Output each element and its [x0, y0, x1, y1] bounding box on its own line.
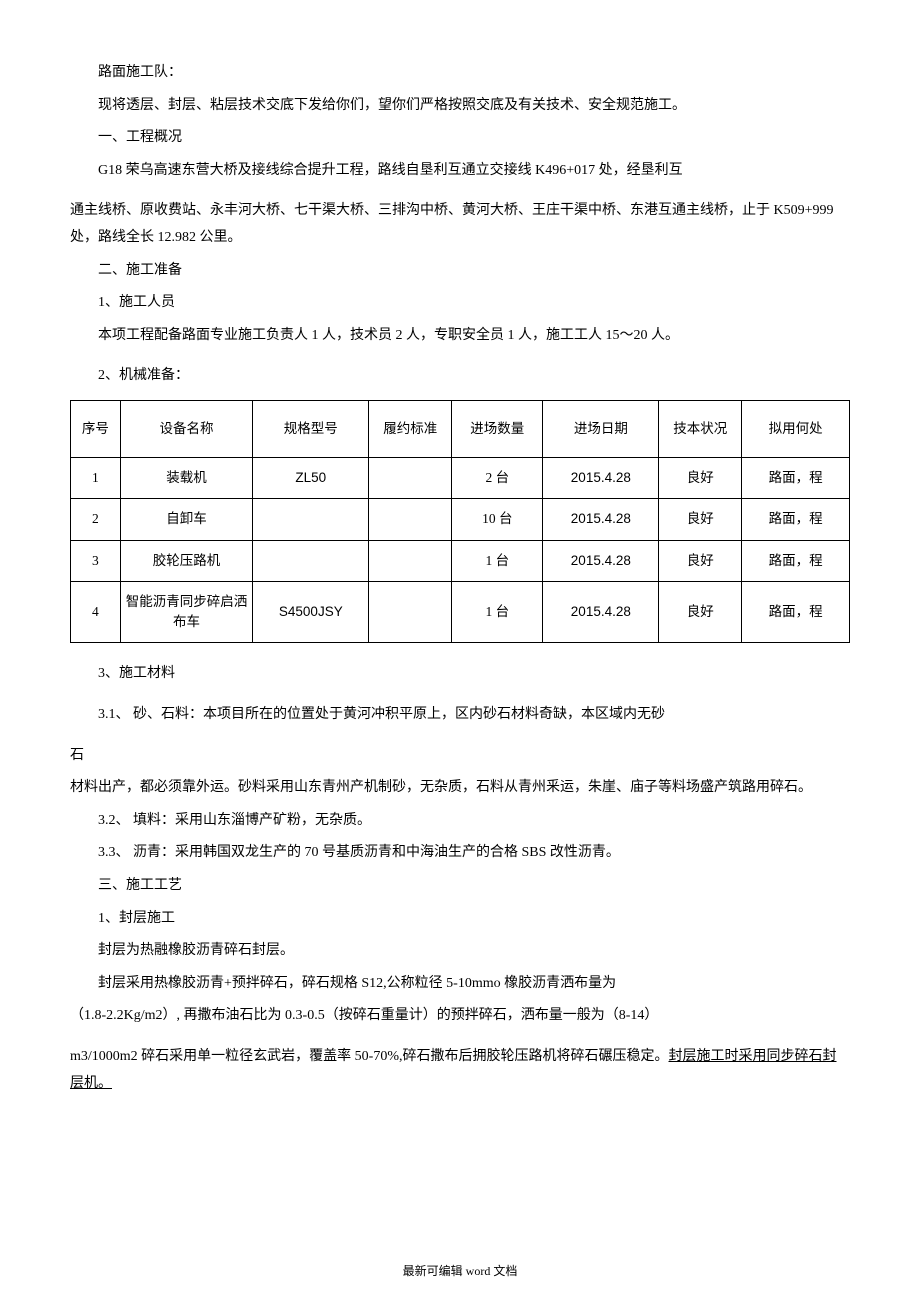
h-prep: 二、施工准备 — [70, 258, 850, 285]
p-mat-2: 3.1、 砂、石料：本项目所在的位置处于黄河冲积平原上，区内砂石材料奇缺，本区域… — [70, 702, 850, 729]
td-spec: S4500JSY — [253, 581, 369, 643]
p-tech-3: 封层采用热橡胶沥青+预拌碎石，碎石规格 S12,公称粒径 5-10mmo 橡胶沥… — [70, 971, 850, 998]
th-cond: 技本状况 — [659, 400, 742, 457]
td-qty: 2 台 — [452, 458, 543, 499]
td-std — [369, 540, 452, 581]
td-name: 装载机 — [120, 458, 253, 499]
td-date: 2015.4.28 — [543, 581, 659, 643]
table-row: 3 胶轮压路机 1 台 2015.4.28 良好 路面，程 — [71, 540, 850, 581]
td-spec — [253, 499, 369, 540]
td-cond: 良好 — [659, 540, 742, 581]
p-mat-5: 3.2、 填料：采用山东淄博产矿粉，无杂质。 — [70, 808, 850, 835]
td-cond: 良好 — [659, 581, 742, 643]
p-tech-5a: m3/1000m2 碎石采用单一粒径玄武岩，覆盖率 50-70%,碎石撒布后拥胶… — [70, 1049, 669, 1064]
p-tech-5: m3/1000m2 碎石采用单一粒径玄武岩，覆盖率 50-70%,碎石撒布后拥胶… — [70, 1044, 850, 1097]
td-qty: 1 台 — [452, 540, 543, 581]
td-name: 胶轮压路机 — [120, 540, 253, 581]
td-date: 2015.4.28 — [543, 540, 659, 581]
td-std — [369, 499, 452, 540]
th-date: 进场日期 — [543, 400, 659, 457]
p-prep-2: 本项工程配备路面专业施工负责人 1 人，技术员 2 人，专职安全员 1 人，施工… — [70, 323, 850, 350]
p-overview-1: G18 荣乌高速东营大桥及接线综合提升工程，路线自垦利互通立交接线 K496+0… — [70, 158, 850, 185]
td-std — [369, 458, 452, 499]
td-use: 路面，程 — [742, 499, 850, 540]
p-mat-1: 3、施工材料 — [70, 661, 850, 688]
table-row: 1 装载机 ZL50 2 台 2015.4.28 良好 路面，程 — [71, 458, 850, 499]
p-intro-2: 现将透层、封层、粘层技术交底下发给你们，望你们严格按照交底及有关技术、安全规范施… — [70, 93, 850, 120]
th-std: 履约标准 — [369, 400, 452, 457]
th-seq: 序号 — [71, 400, 121, 457]
equipment-table: 序号 设备名称 规格型号 履约标准 进场数量 进场日期 技本状况 拟用何处 1 … — [70, 400, 850, 644]
td-use: 路面，程 — [742, 540, 850, 581]
p-tech-2: 封层为热融橡胶沥青碎石封层。 — [70, 938, 850, 965]
td-cond: 良好 — [659, 499, 742, 540]
th-spec: 规格型号 — [253, 400, 369, 457]
th-use: 拟用何处 — [742, 400, 850, 457]
h-tech: 三、施工工艺 — [70, 873, 850, 900]
p-overview-2: 通主线桥、原收费站、永丰河大桥、七干渠大桥、三排沟中桥、黄河大桥、王庄干渠中桥、… — [70, 198, 850, 251]
page-footer: 最新可编辑 word 文档 — [0, 1260, 920, 1283]
p-tech-4: （1.8-2.2Kg/m2）, 再撒布油石比为 0.3-0.5（按碎石重量计）的… — [70, 1003, 850, 1030]
td-seq: 4 — [71, 581, 121, 643]
th-qty: 进场数量 — [452, 400, 543, 457]
td-cond: 良好 — [659, 458, 742, 499]
td-name: 自卸车 — [120, 499, 253, 540]
td-spec — [253, 540, 369, 581]
p-mat-4: 材料出产，都必须靠外运。砂料采用山东青州产机制砂，无杂质，石料从青州釆运，朱崖、… — [70, 775, 850, 802]
td-use: 路面，程 — [742, 581, 850, 643]
equipment-table-wrap: 序号 设备名称 规格型号 履约标准 进场数量 进场日期 技本状况 拟用何处 1 … — [70, 400, 850, 644]
td-name: 智能沥青同步碎启洒布车 — [120, 581, 253, 643]
table-header-row: 序号 设备名称 规格型号 履约标准 进场数量 进场日期 技本状况 拟用何处 — [71, 400, 850, 457]
p-prep-3: 2、机械准备： — [70, 363, 850, 390]
h-overview: 一、工程概况 — [70, 125, 850, 152]
table-row: 2 自卸车 10 台 2015.4.28 良好 路面，程 — [71, 499, 850, 540]
p-intro-1: 路面施工队： — [70, 60, 850, 87]
p-mat-3: 石 — [70, 743, 850, 770]
td-seq: 2 — [71, 499, 121, 540]
p-mat-6: 3.3、 沥青：采用韩国双龙生产的 70 号基质沥青和中海油生产的合格 SBS … — [70, 840, 850, 867]
td-qty: 10 台 — [452, 499, 543, 540]
p-tech-1: 1、封层施工 — [70, 906, 850, 933]
p-prep-1: 1、施工人员 — [70, 290, 850, 317]
td-seq: 1 — [71, 458, 121, 499]
td-use: 路面，程 — [742, 458, 850, 499]
td-spec: ZL50 — [253, 458, 369, 499]
th-name: 设备名称 — [120, 400, 253, 457]
table-row: 4 智能沥青同步碎启洒布车 S4500JSY 1 台 2015.4.28 良好 … — [71, 581, 850, 643]
td-date: 2015.4.28 — [543, 499, 659, 540]
td-qty: 1 台 — [452, 581, 543, 643]
td-std — [369, 581, 452, 643]
td-seq: 3 — [71, 540, 121, 581]
td-date: 2015.4.28 — [543, 458, 659, 499]
